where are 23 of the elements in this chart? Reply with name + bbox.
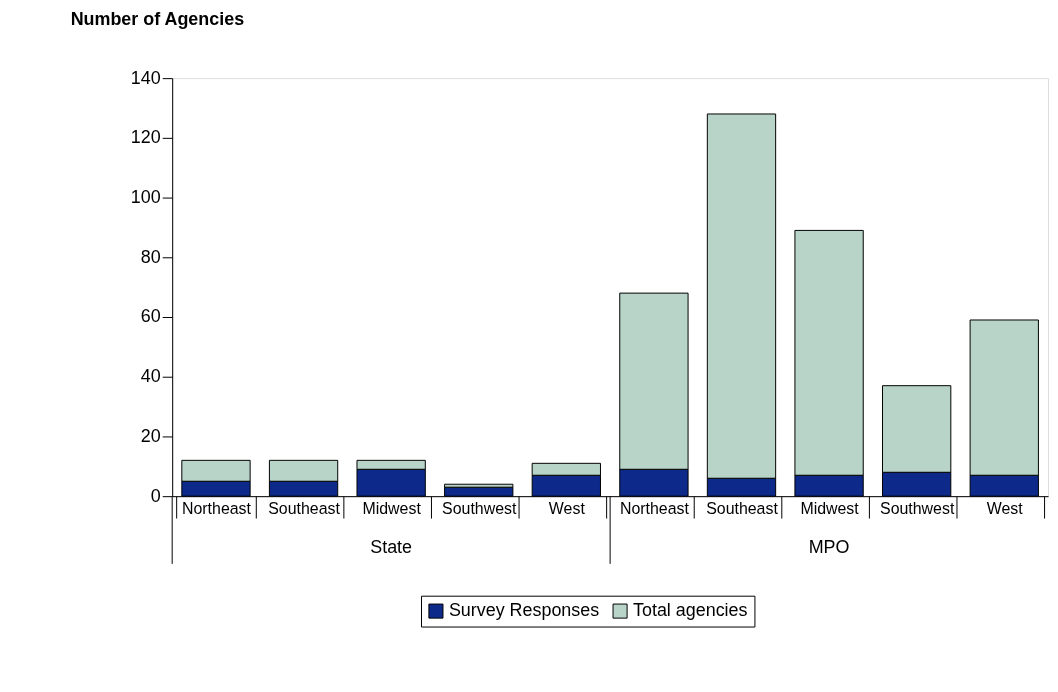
y-tick-label: 40 [140, 366, 161, 387]
y-tick-label: 20 [140, 425, 161, 446]
text: MPO [808, 536, 850, 557]
legend-label: Total agencies [633, 600, 748, 621]
x-tick-label: Southeast [706, 499, 779, 517]
x-tick-label: West [548, 499, 586, 517]
legend-label: Survey Responses [448, 600, 600, 621]
x-tick-label: Southwest [442, 499, 517, 517]
y-axis-title: Number of Agencies [70, 9, 245, 30]
y-tick-label: 140 [130, 67, 161, 88]
x-tick-label: Southwest [880, 499, 955, 517]
y-tick-label: 80 [140, 246, 161, 267]
x-tick-label: West [986, 499, 1024, 517]
y-tick-label: 0 [150, 485, 161, 506]
x-tick-label: Midwest [362, 499, 422, 517]
text: State [370, 536, 413, 557]
y-tick-label: 60 [140, 306, 161, 327]
y-tick-label: 100 [130, 187, 161, 208]
x-tick-label: Northeast [181, 499, 252, 517]
x-tick-label: Southeast [268, 499, 341, 517]
y-tick-label: 120 [130, 127, 161, 148]
x-tick-label: Northeast [619, 499, 690, 517]
x-tick-label: Midwest [800, 499, 860, 517]
